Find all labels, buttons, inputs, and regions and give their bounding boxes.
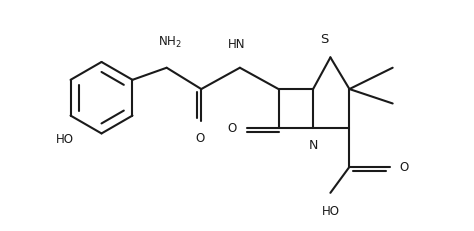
Text: HN: HN	[228, 38, 246, 51]
Text: O: O	[399, 161, 408, 174]
Text: N: N	[309, 138, 318, 151]
Text: O: O	[195, 132, 205, 145]
Text: O: O	[227, 122, 237, 135]
Text: HO: HO	[321, 204, 339, 217]
Text: S: S	[320, 33, 329, 46]
Text: HO: HO	[56, 132, 74, 145]
Text: NH$_2$: NH$_2$	[158, 35, 182, 50]
